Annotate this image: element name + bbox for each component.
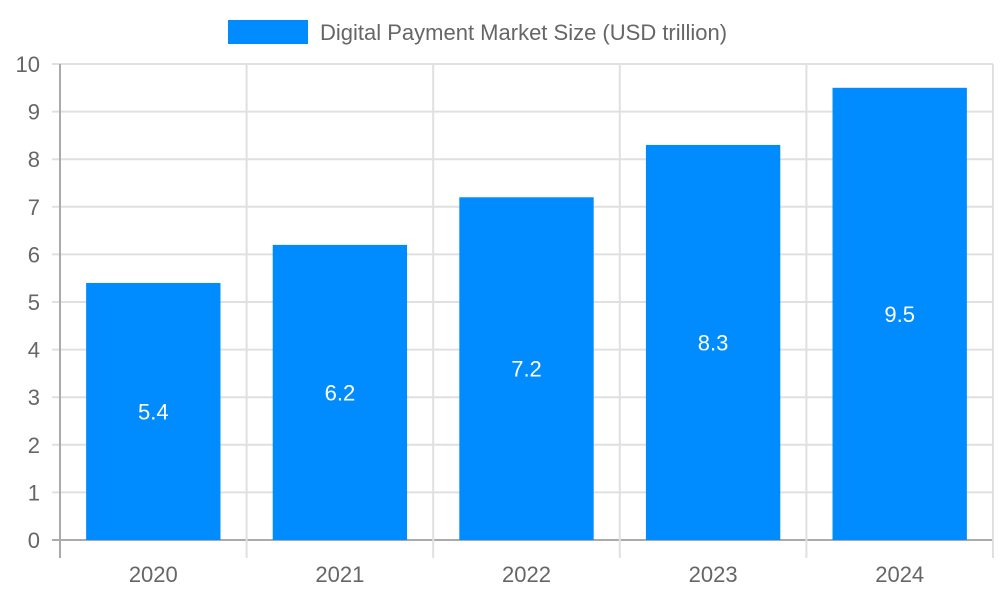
y-tick-label: 10: [16, 52, 40, 77]
y-tick-label: 2: [28, 433, 40, 458]
y-tick-label: 9: [28, 100, 40, 125]
y-tick-label: 1: [28, 480, 40, 505]
y-tick-label: 4: [28, 338, 40, 363]
bar-2024: [832, 87, 967, 541]
y-tick-label: 7: [28, 195, 40, 220]
bar-value-label: 8.3: [698, 330, 729, 355]
x-tick-label: 2022: [502, 562, 551, 587]
y-tick-label: 0: [28, 528, 40, 553]
x-tick-label: 2020: [129, 562, 178, 587]
legend-swatch: [228, 20, 308, 44]
bar-2020: [86, 282, 221, 540]
bar-value-label: 6.2: [325, 380, 356, 405]
y-tick-label: 6: [28, 242, 40, 267]
bars: 5.4 2020 6.2 2021 7.2 2022 8.3 2023 9.5 2024: [86, 87, 967, 587]
x-tick-label: 2021: [315, 562, 364, 587]
bar-2023: [645, 144, 781, 541]
y-tick-label: 8: [28, 147, 40, 172]
y-tick-label: 3: [28, 385, 40, 410]
bar-value-label: 7.2: [511, 357, 542, 382]
bar-value-label: 5.4: [138, 399, 169, 424]
bar-2021: [272, 244, 408, 540]
bar-value-label: 9.5: [884, 302, 915, 327]
legend: Digital Payment Market Size (USD trillio…: [228, 20, 727, 45]
legend-label: Digital Payment Market Size (USD trillio…: [320, 20, 727, 45]
x-tick-label: 2023: [689, 562, 738, 587]
bar-2022: [459, 197, 594, 540]
y-tick-label: 5: [28, 290, 40, 315]
x-tick-label: 2024: [875, 562, 924, 587]
